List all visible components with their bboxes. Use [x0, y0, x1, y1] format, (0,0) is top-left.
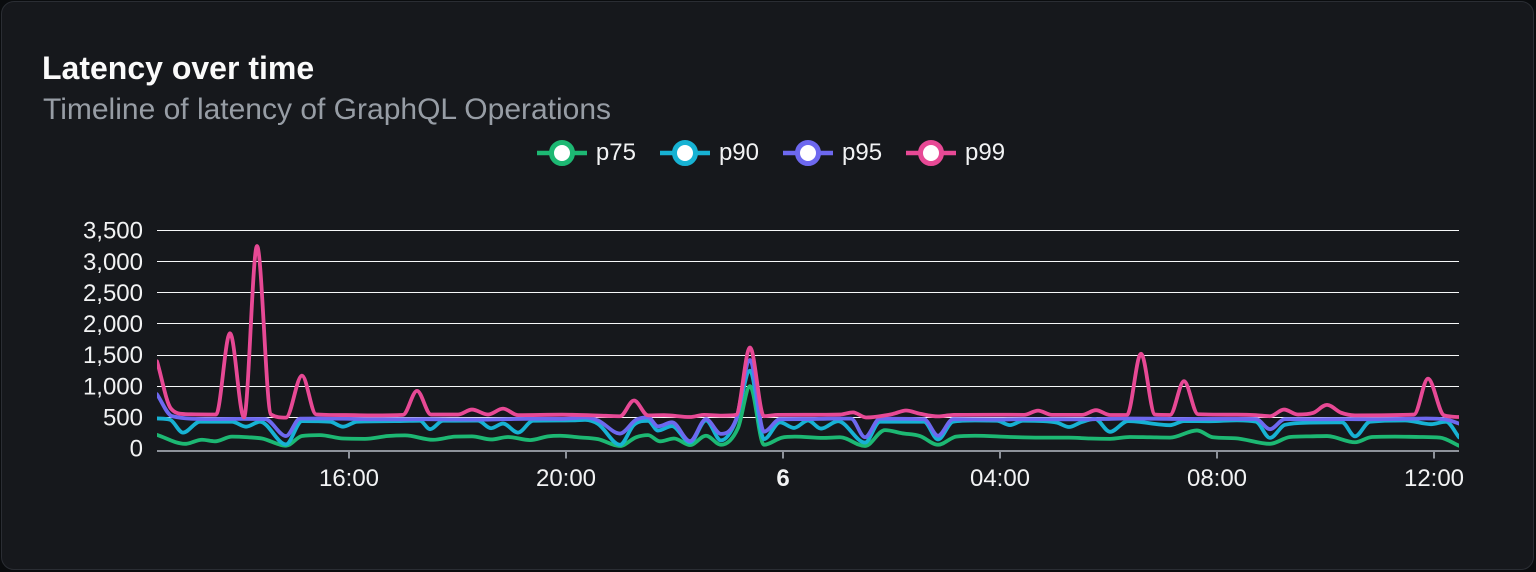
svg-text:04:00: 04:00: [970, 465, 1030, 492]
svg-text:2,500: 2,500: [83, 280, 143, 307]
svg-text:16:00: 16:00: [319, 465, 379, 492]
svg-text:6: 6: [776, 465, 789, 492]
svg-text:0: 0: [130, 436, 143, 463]
svg-text:08:00: 08:00: [1187, 465, 1247, 492]
svg-text:3,500: 3,500: [83, 218, 143, 245]
svg-text:2,000: 2,000: [83, 311, 143, 338]
svg-text:20:00: 20:00: [536, 465, 596, 492]
svg-text:1,500: 1,500: [83, 342, 143, 369]
svg-text:500: 500: [103, 405, 143, 432]
svg-text:12:00: 12:00: [1404, 465, 1464, 492]
svg-text:1,000: 1,000: [83, 373, 143, 400]
svg-text:3,000: 3,000: [83, 249, 143, 276]
